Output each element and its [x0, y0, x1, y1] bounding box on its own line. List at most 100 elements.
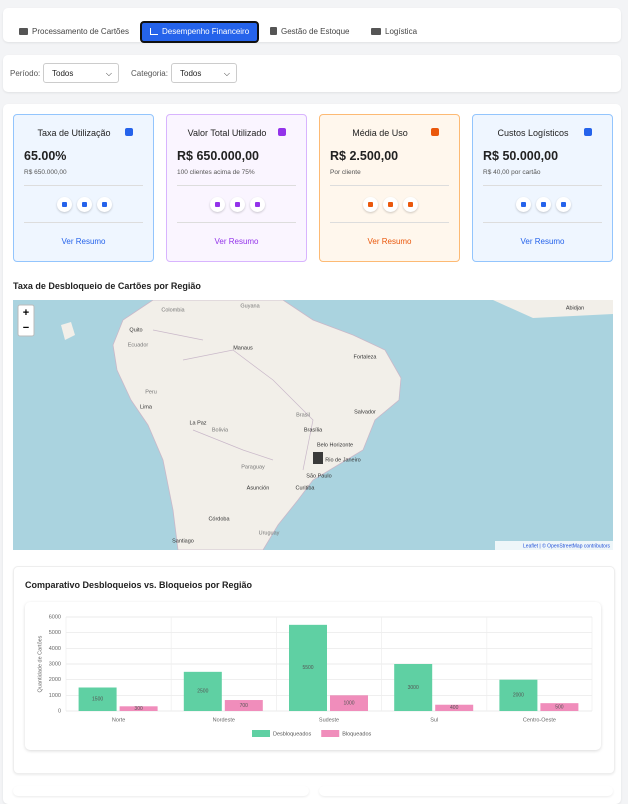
card-action[interactable] — [230, 197, 245, 212]
map-marker[interactable] — [313, 452, 323, 464]
bar-label: 3000 — [408, 685, 419, 691]
card-sub: R$ 650.000,00 — [24, 169, 67, 176]
card-link[interactable]: Ver Resumo — [214, 237, 259, 246]
card-action[interactable] — [516, 197, 531, 212]
x-tick-label: Nordeste — [213, 717, 235, 723]
card-title: Média de Uso — [352, 128, 408, 138]
tab-label: Desempenho Financeiro — [162, 27, 250, 36]
map-label: Ecuador — [128, 342, 149, 348]
tab-bar: Processamento de Cartões Desempenho Fina… — [3, 8, 621, 43]
bar-label: 400 — [450, 705, 459, 711]
y-tick-label: 0 — [58, 708, 61, 714]
map-label: Córdoba — [208, 516, 230, 522]
tab-label: Processamento de Cartões — [32, 27, 129, 36]
bar — [119, 706, 158, 711]
map-title: Taxa de Desbloqueio de Cartões por Regiã… — [13, 281, 201, 291]
card-action[interactable] — [403, 197, 418, 212]
select-value: Todos — [52, 69, 74, 78]
x-tick-label: Norte — [112, 717, 125, 723]
map-label: Santiago — [172, 538, 194, 544]
bar — [330, 695, 368, 711]
bar — [78, 687, 117, 711]
bar-label: 1000 — [343, 700, 354, 706]
map-attribution[interactable]: Leaflet | © OpenStreetMap contributors — [523, 542, 610, 549]
map-label: Fortaleza — [354, 354, 378, 360]
bar — [499, 679, 538, 711]
map-label: Asunción — [247, 485, 270, 491]
bar-label: 1500 — [92, 697, 103, 703]
card-link[interactable]: Ver Resumo — [520, 237, 565, 246]
y-tick-label: 3000 — [49, 661, 61, 667]
panel-partial — [13, 786, 309, 796]
card-action[interactable] — [57, 197, 72, 212]
bar-label: 2000 — [513, 693, 524, 699]
y-tick-label: 4000 — [49, 646, 61, 652]
y-axis-label: Quantidade de Cartões — [37, 635, 43, 692]
map-label: Brasília — [304, 427, 323, 433]
map-label: Peru — [145, 389, 157, 395]
map-label: Uruguay — [259, 530, 280, 536]
legend-label: Desbloqueados — [273, 731, 311, 737]
select-value: Todos — [180, 69, 202, 78]
map-label: Lima — [140, 404, 153, 410]
card-action[interactable] — [363, 197, 378, 212]
map-label: Curitiba — [296, 485, 316, 491]
card-link[interactable]: Ver Resumo — [367, 237, 412, 246]
card-action[interactable] — [383, 197, 398, 212]
map-label: Abidjan — [566, 305, 584, 311]
card-value: R$ 50.000,00 — [483, 149, 559, 163]
kpi-card: Custos Logísticos R$ 50.000,00 R$ 40,00 … — [472, 114, 613, 262]
card-sub: R$ 40,00 por cartão — [483, 169, 541, 176]
card-action[interactable] — [77, 197, 92, 212]
map-label: Quito — [129, 327, 142, 333]
card-action[interactable] — [536, 197, 551, 212]
map[interactable]: Colombia Guyana Quito Ecuador Manaus For… — [13, 300, 613, 550]
map-label: São Paulo — [306, 473, 331, 479]
card-value: R$ 2.500,00 — [330, 149, 399, 163]
tab[interactable]: Processamento de Cartões — [19, 21, 129, 43]
x-tick-label: Sudeste — [319, 717, 339, 723]
legend-swatch — [321, 730, 340, 737]
zoom-out[interactable]: − — [23, 322, 29, 334]
bar-label: 2500 — [197, 689, 208, 695]
tab-label: Gestão de Estoque — [281, 27, 350, 36]
tab-label: Logística — [385, 27, 418, 36]
map-label: Rio de Janeiro — [325, 457, 360, 463]
card-title: Custos Logísticos — [497, 128, 569, 138]
map-label: Colombia — [161, 307, 185, 313]
y-tick-label: 5000 — [49, 630, 61, 636]
tab[interactable]: Logística — [371, 21, 417, 43]
card-sub: 100 clientes acima de 75% — [177, 169, 255, 176]
card-link[interactable]: Ver Resumo — [61, 237, 106, 246]
y-tick-label: 1000 — [49, 693, 61, 699]
category-select[interactable]: Todos ⌵ — [171, 63, 237, 83]
bar — [435, 704, 474, 711]
card-title: Taxa de Utilização — [37, 128, 111, 138]
panel-partial — [319, 786, 613, 796]
bar — [183, 671, 222, 711]
map-label: Bolivia — [212, 427, 229, 433]
map-label: Paraguay — [241, 464, 265, 470]
card-action[interactable] — [556, 197, 571, 212]
y-tick-label: 6000 — [49, 614, 61, 620]
card-action[interactable] — [250, 197, 265, 212]
card-value: 65.00% — [24, 149, 67, 163]
zoom-control — [17, 304, 35, 337]
filter-label: Categoria: — [131, 69, 168, 78]
map-label: Guyana — [240, 303, 260, 309]
tab-active[interactable]: Desempenho Financeiro — [140, 21, 260, 43]
map-label: Manaus — [233, 345, 253, 351]
period-select[interactable]: Todos ⌵ — [43, 63, 119, 83]
card-sub: Por cliente — [330, 169, 361, 176]
kpi-card: Valor Total Utilizado R$ 650.000,00 100 … — [166, 114, 307, 262]
zoom-in[interactable]: + — [23, 307, 29, 319]
tab[interactable]: Gestão de Estoque — [270, 21, 350, 43]
bar — [224, 700, 263, 711]
card-action[interactable] — [210, 197, 225, 212]
chart-title: Comparativo Desbloqueios vs. Bloqueios p… — [25, 580, 253, 590]
card-action[interactable] — [97, 197, 112, 212]
map-label: La Paz — [189, 420, 206, 426]
card-title: Valor Total Utilizado — [187, 128, 267, 138]
